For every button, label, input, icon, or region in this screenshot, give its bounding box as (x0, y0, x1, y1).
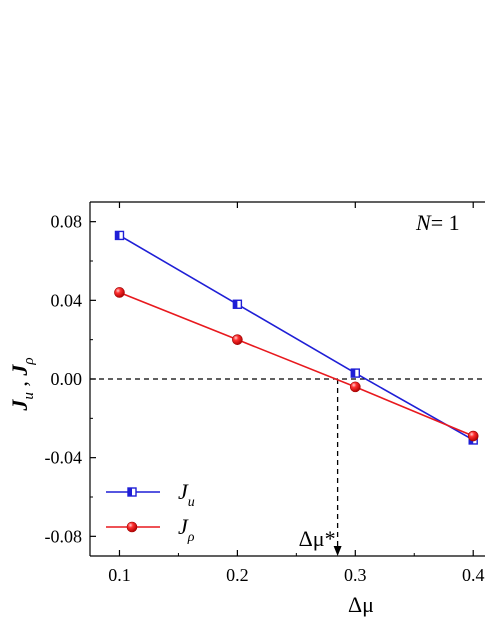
series-group (114, 230, 479, 445)
y-label-jrho-sub: ρ (21, 357, 37, 365)
y-tick-label: 0.00 (51, 369, 83, 389)
critical-point-label: Δμ* (299, 526, 336, 551)
x-axis-label: Δμ (348, 592, 374, 617)
x-tick-label: 0.4 (462, 565, 485, 585)
critical-arrowhead (333, 546, 342, 556)
x-tick-label: 0.1 (108, 565, 131, 585)
marker-fill (233, 300, 238, 309)
chart-annotation: N= 1 (415, 210, 460, 235)
y-tick-label: -0.08 (45, 526, 83, 546)
y-label-ju-sub: u (21, 392, 37, 400)
axes: 0.1 0.2 0.3 0.4 0.08 0.04 0.00 -0.04 -0.08 (45, 201, 485, 585)
data-point-jrho (467, 430, 479, 442)
marker-fill (351, 369, 356, 378)
series-line-1 (119, 291, 474, 437)
y-tick-label: 0.04 (51, 290, 83, 310)
labels: N= 1 Δμ Ju , Jρ (7, 210, 460, 617)
data-point-ju (114, 230, 125, 241)
series-line-0 (119, 234, 474, 441)
annotation-n: N (415, 210, 432, 235)
legend-ju-marker (127, 487, 137, 497)
y-label-sep: , (7, 376, 32, 393)
legend-ju-sub: u (188, 495, 195, 510)
y-label-jrho: J (7, 364, 32, 377)
marker-fill (115, 231, 120, 240)
y-axis-label: Ju , Jρ (7, 357, 37, 411)
legend-jrho-sub: ρ (187, 530, 195, 545)
legend-ju-label: Ju (178, 479, 195, 510)
annotation-value: = 1 (431, 210, 460, 235)
legend: Ju Jρ (106, 479, 195, 545)
data-point-jrho (349, 381, 361, 393)
y-label-ju: J (7, 399, 32, 412)
legend-jrho-marker (126, 521, 138, 533)
data-point-ju (350, 368, 360, 378)
y-tick-label: 0.08 (51, 212, 83, 232)
y-tick-label: -0.04 (45, 448, 83, 468)
x-tick-label: 0.3 (344, 565, 367, 585)
legend-jrho-main: J (178, 514, 189, 539)
reference-lines: Δμ* (90, 378, 485, 556)
data-point-jrho (114, 287, 125, 298)
legend-jrho-label: Jρ (178, 514, 195, 545)
data-point-ju (232, 299, 243, 309)
x-tick-label: 0.2 (226, 565, 249, 585)
data-point-jrho (232, 334, 243, 345)
legend-ju-main: J (178, 479, 189, 504)
